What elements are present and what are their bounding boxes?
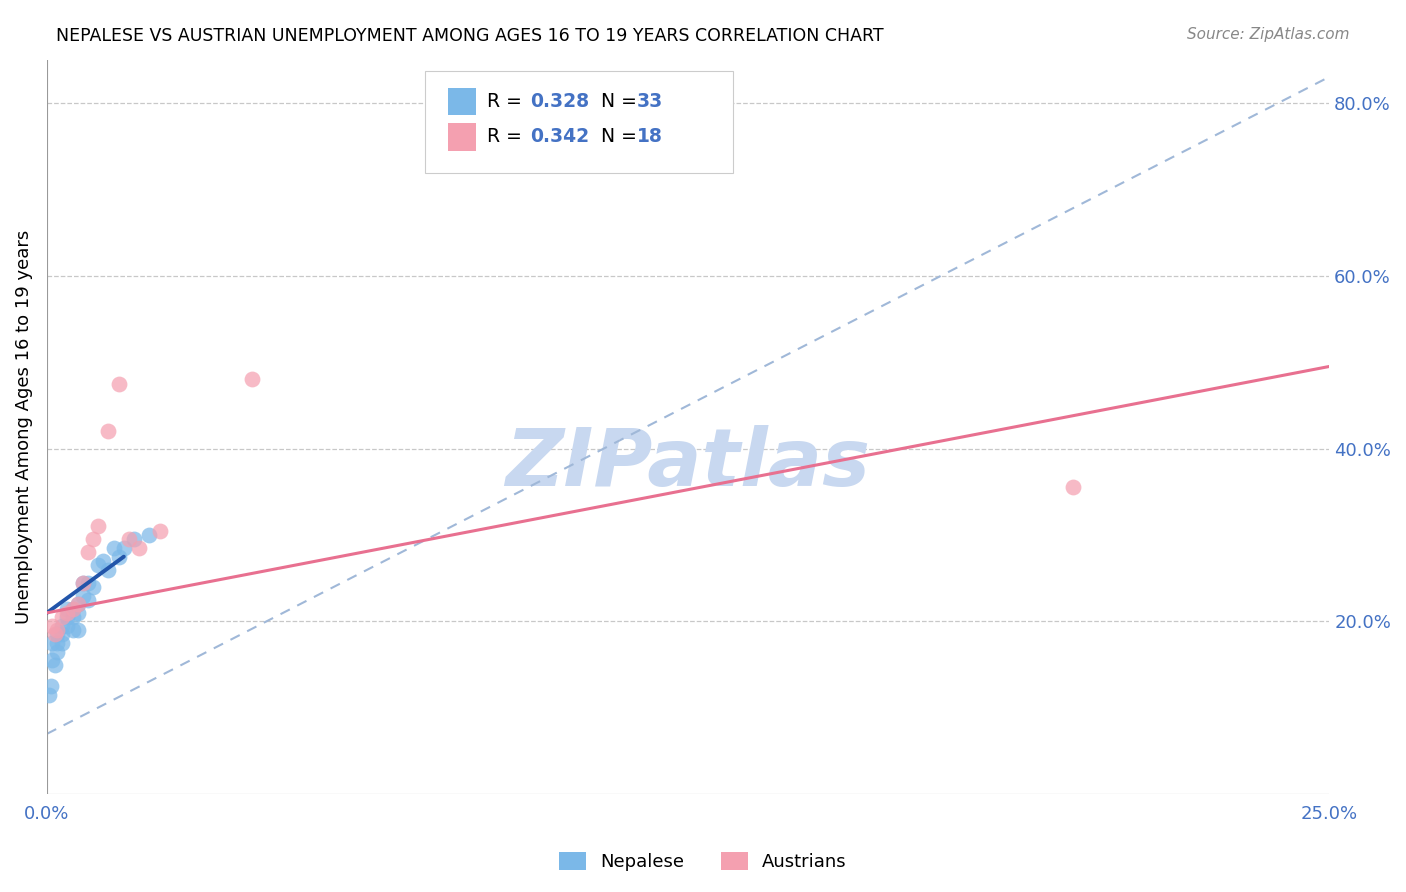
Point [66, 606, 89, 620]
Point [82, 580, 104, 594]
Point [51, 610, 73, 624]
Point [112, 541, 135, 555]
Point [77, 545, 100, 559]
Point [41, 653, 63, 667]
Point [97, 563, 120, 577]
Point [107, 376, 129, 391]
FancyBboxPatch shape [449, 87, 477, 115]
Point [82, 533, 104, 547]
Point [56, 619, 79, 633]
Point [38, 688, 60, 702]
Text: R =: R = [486, 128, 527, 146]
FancyBboxPatch shape [449, 123, 477, 151]
Text: 0.342: 0.342 [530, 128, 589, 146]
Y-axis label: Unemployment Among Ages 16 to 19 years: Unemployment Among Ages 16 to 19 years [15, 230, 32, 624]
Text: R =: R = [486, 92, 527, 111]
Point [51, 627, 73, 641]
Point [138, 528, 160, 542]
Point [56, 606, 79, 620]
Point [107, 549, 129, 564]
Text: 33: 33 [637, 92, 664, 111]
Point [128, 541, 150, 555]
Point [149, 524, 172, 538]
Point [72, 575, 94, 590]
Point [62, 623, 84, 637]
Point [118, 533, 141, 547]
Point [46, 636, 69, 650]
Point [1062, 481, 1084, 495]
Point [46, 645, 69, 659]
Point [62, 601, 84, 615]
Point [62, 610, 84, 624]
Point [39, 679, 62, 693]
Point [44, 657, 66, 672]
Text: N =: N = [589, 128, 643, 146]
Point [77, 593, 100, 607]
Point [91, 554, 114, 568]
Text: NEPALESE VS AUSTRIAN UNEMPLOYMENT AMONG AGES 16 TO 19 YEARS CORRELATION CHART: NEPALESE VS AUSTRIAN UNEMPLOYMENT AMONG … [56, 27, 884, 45]
Point [97, 425, 120, 439]
Point [72, 575, 94, 590]
Point [240, 372, 263, 386]
Text: 18: 18 [637, 128, 662, 146]
Point [41, 636, 63, 650]
Text: ZIPatlas: ZIPatlas [506, 425, 870, 503]
Point [51, 619, 73, 633]
Point [103, 541, 125, 555]
Legend: Nepalese, Austrians: Nepalese, Austrians [553, 845, 853, 879]
Point [51, 636, 73, 650]
Point [122, 533, 145, 547]
Point [41, 619, 63, 633]
Point [66, 623, 89, 637]
Point [77, 575, 100, 590]
Point [62, 601, 84, 615]
Point [66, 597, 89, 611]
Point [44, 627, 66, 641]
Point [56, 601, 79, 615]
Point [72, 589, 94, 603]
Point [46, 627, 69, 641]
Text: Source: ZipAtlas.com: Source: ZipAtlas.com [1187, 27, 1350, 42]
Point [46, 623, 69, 637]
Text: 0.328: 0.328 [530, 92, 589, 111]
Point [87, 519, 110, 533]
Point [66, 597, 89, 611]
Point [56, 610, 79, 624]
Point [87, 558, 110, 573]
FancyBboxPatch shape [425, 70, 733, 173]
Text: N =: N = [589, 92, 643, 111]
